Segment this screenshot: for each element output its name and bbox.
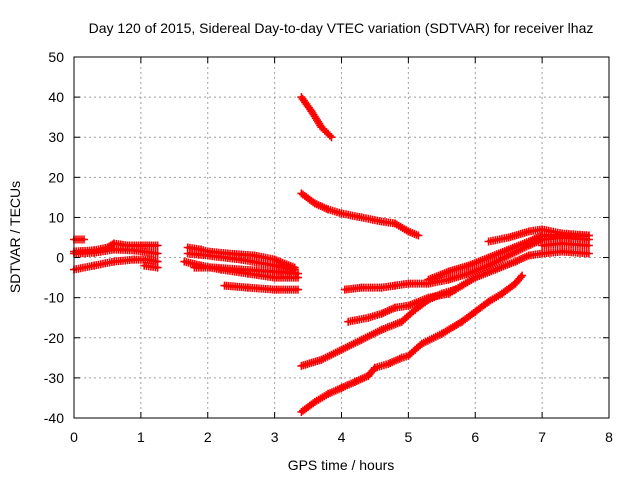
series-s5 bbox=[140, 261, 162, 272]
y-tick-label: 50 bbox=[48, 49, 64, 65]
y-tick-label: 10 bbox=[48, 209, 64, 225]
data-point-marker bbox=[153, 249, 162, 258]
x-tick-label: 4 bbox=[338, 429, 346, 445]
data-series bbox=[70, 93, 593, 416]
series-s10 bbox=[220, 281, 302, 294]
x-tick-label: 3 bbox=[271, 429, 279, 445]
data-point-marker bbox=[584, 231, 593, 240]
chart-title: Day 120 of 2015, Sidereal Day-to-day VTE… bbox=[89, 20, 594, 36]
series-s15 bbox=[344, 247, 593, 326]
y-tick-label: -40 bbox=[44, 410, 64, 426]
data-point-marker bbox=[584, 241, 593, 250]
x-tick-label: 7 bbox=[538, 429, 546, 445]
y-tick-label: 30 bbox=[48, 129, 64, 145]
x-axis-label: GPS time / hours bbox=[288, 457, 395, 473]
data-point-marker bbox=[414, 231, 423, 240]
series-s3 bbox=[70, 245, 162, 258]
y-tick-label: 20 bbox=[48, 169, 64, 185]
y-tick-label: -30 bbox=[44, 370, 64, 386]
y-tick-label: 40 bbox=[48, 89, 64, 105]
data-point-marker bbox=[584, 249, 593, 258]
series-s11 bbox=[297, 93, 336, 142]
data-point-marker bbox=[153, 241, 162, 250]
x-tick-label: 6 bbox=[471, 429, 479, 445]
series-s18 bbox=[484, 225, 593, 246]
data-point-marker bbox=[325, 131, 334, 140]
x-tick-label: 8 bbox=[605, 429, 613, 445]
series-s14 bbox=[297, 271, 527, 416]
series-s4 bbox=[70, 255, 162, 274]
y-axis-label: SDTVAR / TECUs bbox=[7, 181, 23, 293]
data-point-marker bbox=[516, 273, 525, 282]
y-tick-label: 0 bbox=[56, 250, 64, 266]
data-point-marker bbox=[294, 285, 302, 294]
x-tick-label: 0 bbox=[70, 429, 78, 445]
y-tick-label: -20 bbox=[44, 330, 64, 346]
series-s9 bbox=[190, 263, 302, 278]
data-point-marker bbox=[327, 133, 336, 142]
x-tick-label: 1 bbox=[137, 429, 145, 445]
data-point-marker bbox=[153, 263, 162, 272]
x-tick-label: 2 bbox=[204, 429, 212, 445]
data-point-marker bbox=[518, 271, 527, 280]
grid bbox=[74, 57, 609, 418]
axis-ticks: 0 1 2 3 4 5 6 7 8 -40 -30 -20 -10 0 10 20 30 40 50 bbox=[44, 49, 613, 445]
x-tick-label: 5 bbox=[404, 429, 412, 445]
series-s19 bbox=[538, 239, 593, 250]
series-s12 bbox=[297, 189, 423, 240]
y-tick-label: -10 bbox=[44, 290, 64, 306]
series-s1 bbox=[70, 235, 88, 244]
series-s7 bbox=[183, 249, 299, 274]
data-point-marker bbox=[80, 235, 88, 244]
data-point-marker bbox=[294, 269, 302, 278]
